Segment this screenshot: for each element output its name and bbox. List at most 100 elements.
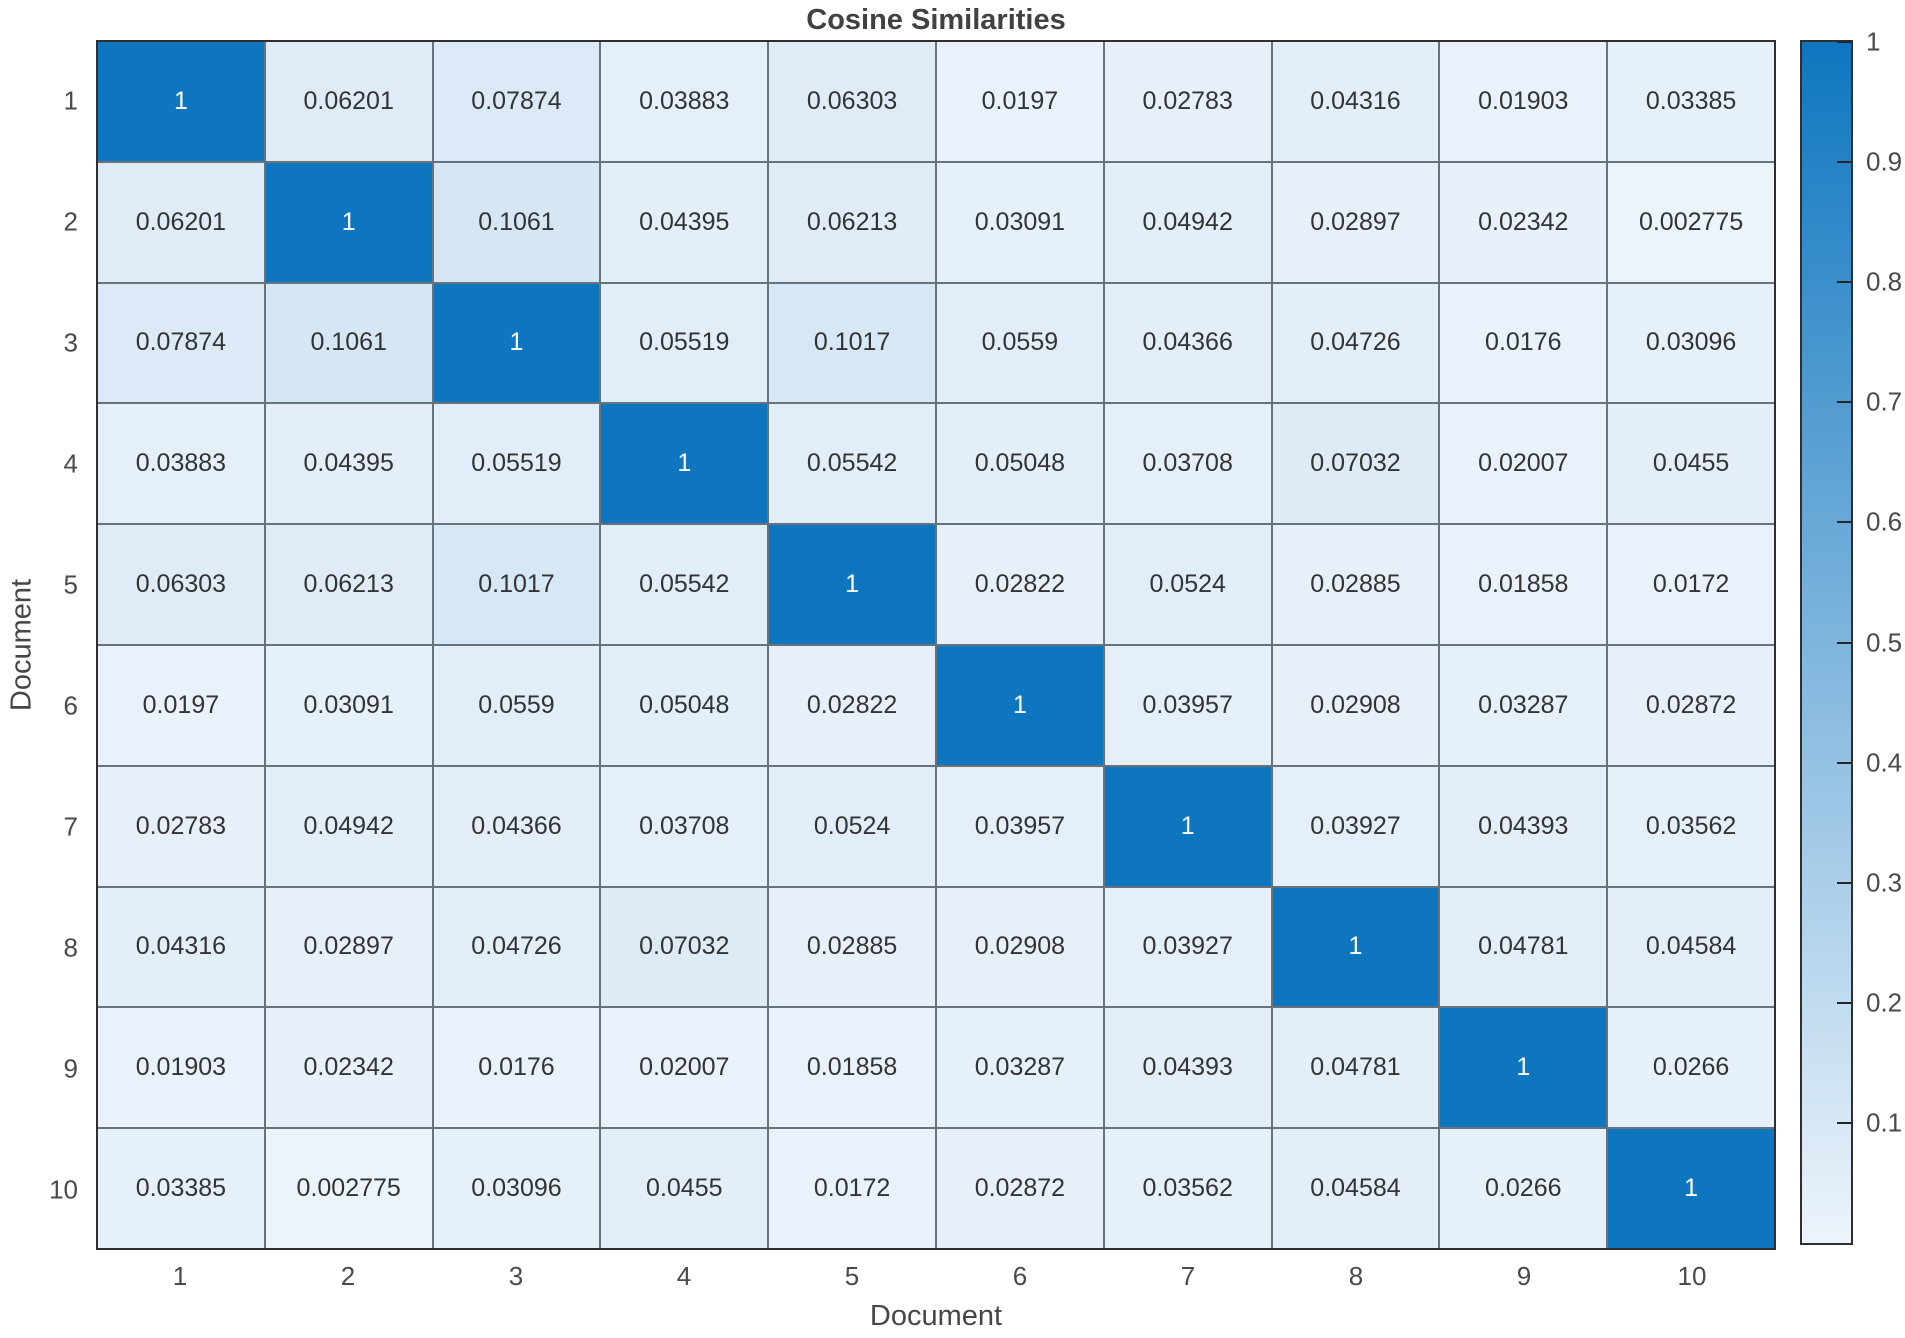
heatmap-cell-r10-c2: 0.002775 (265, 1129, 432, 1248)
heatmap-cell-r2-c6: 0.03091 (937, 162, 1103, 282)
heatmap-cell-r4-c4: 1 (601, 404, 768, 524)
colorbar-tick-0.7 (1837, 401, 1851, 404)
heatmap-cell-r5-c7: 0.0524 (1104, 525, 1271, 644)
y-tick-label-10: 10 (49, 1174, 78, 1204)
heatmap-cell-r8-c7: 0.03927 (1104, 887, 1271, 1007)
heatmap-cell-r3-c1: 0.07874 (98, 283, 264, 403)
heatmap-cell-r1-c2: 0.06201 (265, 42, 432, 161)
heatmap-cell-r7-c9: 0.04393 (1440, 766, 1607, 886)
colorbar-tick-0.4 (1837, 761, 1851, 764)
heatmap-cell-r10-c4: 0.0455 (601, 1129, 768, 1248)
heatmap-cell-r1-c8: 0.04316 (1272, 42, 1439, 161)
colorbar-tick-0.8 (1837, 281, 1851, 284)
heatmap-cell-r2-c5: 0.06213 (769, 162, 935, 282)
heatmap-cell-r7-c8: 0.03927 (1272, 766, 1439, 886)
heatmap-cell-r9-c6: 0.03287 (937, 1008, 1103, 1128)
x-tick-label-1: 1 (172, 1261, 188, 1291)
heatmap-cell-r6-c10: 0.02872 (1608, 646, 1774, 765)
x-tick-label-7: 7 (1180, 1261, 1196, 1291)
heatmap-cell-r4-c2: 0.04395 (265, 404, 432, 524)
heatmap-cell-r2-c3: 0.1061 (433, 162, 600, 282)
heatmap-cell-r3-c4: 0.05519 (601, 283, 768, 403)
heatmap-cell-r6-c1: 0.0197 (98, 646, 264, 765)
heatmap-cell-r4-c1: 0.03883 (98, 404, 264, 524)
heatmap-cell-r7-c7: 1 (1104, 766, 1271, 886)
x-tick-label-10: 10 (1677, 1261, 1707, 1291)
heatmap-cell-r9-c9: 1 (1440, 1008, 1607, 1128)
heatmap-cell-r3-c8: 0.04726 (1272, 283, 1439, 403)
heatmap-cell-r10-c6: 0.02872 (937, 1129, 1103, 1248)
colorbar-tick-label-0.2: 0.2 (1866, 987, 1903, 1018)
heatmap-cell-r4-c7: 0.03708 (1104, 404, 1271, 524)
heatmap-cell-r5-c5: 1 (769, 525, 935, 644)
heatmap-cell-r4-c9: 0.02007 (1440, 404, 1607, 524)
heatmap-cell-r2-c1: 0.06201 (98, 162, 264, 282)
heatmap-cell-r2-c10: 0.002775 (1608, 162, 1774, 282)
heatmap-cell-r8-c6: 0.02908 (937, 887, 1103, 1007)
heatmap-cell-r4-c8: 0.07032 (1272, 404, 1439, 524)
colorbar: 1 0.9 0.8 0.7 0.6 0.5 0.4 0.3 0.2 0.1 (1800, 27, 1902, 1245)
x-tick-label-5: 5 (844, 1261, 860, 1291)
colorbar-tick-label-0.4: 0.4 (1866, 747, 1903, 778)
heatmap-cell-r4-c3: 0.05519 (433, 404, 600, 524)
heatmap-cell-r1-c10: 0.03385 (1608, 42, 1774, 161)
heatmap-cell-r5-c1: 0.06303 (98, 525, 264, 644)
colorbar-tick-0.1 (1837, 1121, 1851, 1124)
x-tick-label-8: 8 (1348, 1261, 1364, 1291)
y-tick-label-9: 9 (63, 1053, 78, 1083)
heatmap-cell-r3-c5: 0.1017 (769, 283, 935, 403)
x-tick-label-6: 6 (1012, 1261, 1028, 1291)
heatmap-cell-r1-c5: 0.06303 (769, 42, 935, 161)
heatmap-cell-r9-c5: 0.01858 (769, 1008, 935, 1128)
heatmap-cell-r4-c5: 0.05542 (769, 404, 935, 524)
heatmap-cell-r5-c9: 0.01858 (1440, 525, 1607, 644)
heatmap-cell-r6-c3: 0.0559 (433, 646, 600, 765)
heatmap-cell-r6-c4: 0.05048 (601, 646, 768, 765)
heatmap-cell-r7-c3: 0.04366 (433, 766, 600, 886)
heatmap-cell-r10-c10: 1 (1608, 1129, 1774, 1248)
heatmap-cell-r6-c2: 0.03091 (265, 646, 432, 765)
colorbar-tick-label-0.3: 0.3 (1866, 867, 1903, 898)
heatmap-cell-r7-c6: 0.03957 (937, 766, 1103, 886)
heatmap-cell-r7-c1: 0.02783 (98, 766, 264, 886)
colorbar-tick-label-0.1: 0.1 (1866, 1107, 1903, 1138)
heatmap-cell-r10-c7: 0.03562 (1104, 1129, 1271, 1248)
heatmap-cell-r8-c3: 0.04726 (433, 887, 600, 1007)
y-tick-label-1: 1 (63, 85, 78, 115)
heatmap-cell-r2-c2: 1 (265, 162, 432, 282)
colorbar-tick-0.2 (1837, 1001, 1851, 1004)
heatmap-cell-r9-c1: 0.01903 (98, 1008, 264, 1128)
heatmap-cell-r6-c7: 0.03957 (1104, 646, 1271, 765)
colorbar-tick-0.5 (1837, 641, 1851, 644)
y-tick-label-6: 6 (63, 690, 78, 720)
heatmap-cell-r9-c2: 0.02342 (265, 1008, 432, 1128)
colorbar-tick-label-1: 1 (1866, 26, 1881, 57)
heatmap-cell-r2-c8: 0.02897 (1272, 162, 1439, 282)
x-tick-label-2: 2 (340, 1261, 356, 1291)
heatmap-cell-r3-c10: 0.03096 (1608, 283, 1774, 403)
heatmap-cell-r5-c4: 0.05542 (601, 525, 768, 644)
heatmap-cell-r3-c7: 0.04366 (1104, 283, 1271, 403)
heatmap-cell-r6-c9: 0.03287 (1440, 646, 1607, 765)
heatmap-cell-r7-c5: 0.0524 (769, 766, 935, 886)
heatmap-cell-r6-c5: 0.02822 (769, 646, 935, 765)
x-axis-tick-labels: 1 2 3 4 5 6 7 8 9 10 (96, 1256, 1776, 1296)
heatmap-cell-r9-c3: 0.0176 (433, 1008, 600, 1128)
x-tick-label-3: 3 (508, 1261, 524, 1291)
heatmap-cell-r7-c2: 0.04942 (265, 766, 432, 886)
colorbar-tick-1 (1837, 41, 1851, 43)
heatmap-cell-r3-c3: 1 (433, 283, 600, 403)
heatmap-cell-r3-c2: 0.1061 (265, 283, 432, 403)
y-tick-label-2: 2 (63, 206, 78, 236)
heatmap-cell-r7-c4: 0.03708 (601, 766, 768, 886)
y-tick-label-8: 8 (63, 932, 78, 962)
colorbar-tick-label-0.7: 0.7 (1866, 386, 1903, 417)
heatmap-cell-r6-c6: 1 (937, 646, 1103, 765)
heatmap-cell-r4-c6: 0.05048 (937, 404, 1103, 524)
y-tick-label-3: 3 (63, 327, 78, 357)
heatmap-cell-r10-c3: 0.03096 (433, 1129, 600, 1248)
colorbar-tick-label-0.9: 0.9 (1866, 146, 1903, 177)
heatmap-cell-r10-c5: 0.0172 (769, 1129, 935, 1248)
x-tick-label-4: 4 (676, 1261, 692, 1291)
